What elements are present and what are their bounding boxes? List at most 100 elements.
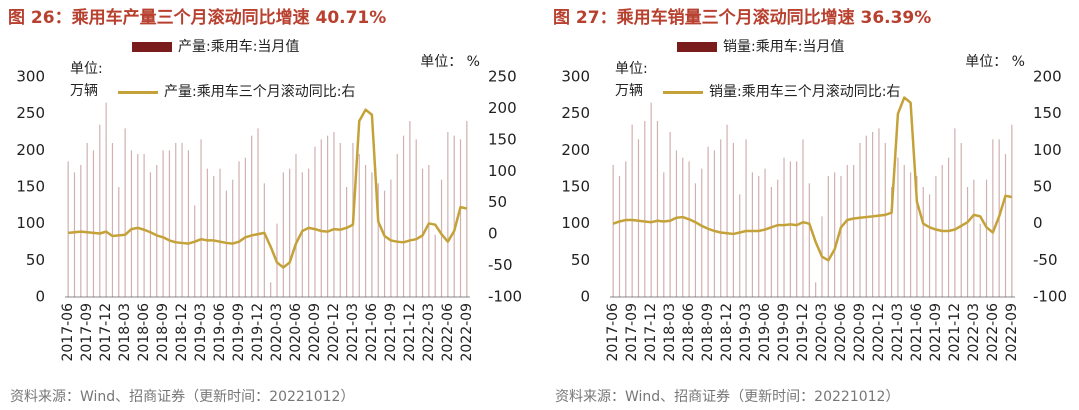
bar — [922, 187, 924, 297]
bar — [377, 183, 379, 297]
bar — [390, 179, 392, 297]
x-tick-label: 2022-03 — [966, 303, 982, 362]
bar — [175, 143, 177, 297]
bar — [859, 143, 861, 297]
bar — [137, 154, 139, 297]
bar — [897, 157, 899, 297]
x-tick-label: 2020-12 — [871, 303, 887, 362]
bar — [270, 282, 272, 297]
y2-tick-label: -100 — [1033, 288, 1067, 306]
x-tick-label: 2018-09 — [155, 303, 171, 362]
bar — [815, 282, 817, 297]
bar — [637, 139, 640, 297]
bar — [960, 143, 962, 297]
bar — [308, 168, 310, 297]
bar — [118, 187, 120, 297]
y-tick-label: 150 — [561, 178, 590, 196]
y-tick-label: 0 — [580, 288, 590, 306]
legend-swatch — [118, 90, 158, 94]
bar — [396, 154, 398, 297]
bar — [200, 139, 202, 297]
y-tick-label: 100 — [16, 214, 45, 232]
bar — [168, 150, 171, 297]
bar — [440, 179, 443, 297]
x-tick-label: 2019-09 — [776, 303, 792, 362]
bar — [181, 143, 183, 297]
bar — [67, 161, 69, 297]
y2-tick-label: 250 — [488, 68, 517, 86]
bar — [631, 124, 633, 298]
bar — [720, 139, 722, 297]
legend-item: 产量:乘用车三个月滚动同比:右 — [118, 81, 368, 103]
bar — [314, 146, 316, 297]
bar — [751, 172, 753, 297]
bar — [409, 121, 411, 297]
y-tick-label: 50 — [26, 251, 45, 269]
legend-swatch — [132, 42, 172, 52]
bar — [713, 150, 716, 297]
bar — [783, 157, 785, 297]
y2-label: 单位： % — [420, 54, 480, 70]
bar — [796, 161, 798, 297]
bar — [415, 139, 417, 297]
y2-tick-label: -50 — [488, 256, 513, 274]
x-tick-label: 2021-09 — [928, 303, 944, 362]
bar — [295, 154, 297, 297]
y-tick-label: 250 — [16, 104, 45, 122]
bar — [701, 168, 703, 297]
bar — [808, 183, 810, 297]
y2-tick-label: 0 — [488, 225, 498, 243]
bar — [979, 223, 981, 297]
bar — [853, 165, 855, 297]
source: 资料来源：Wind、招商证券（更新时间：20221012） — [555, 389, 899, 405]
x-tick-label: 2018-06 — [681, 303, 697, 362]
bar — [663, 172, 665, 297]
x-tick-label: 2019-06 — [757, 303, 773, 362]
y-tick-label: 50 — [571, 251, 590, 269]
bar — [162, 150, 164, 297]
bar — [840, 176, 842, 297]
x-tick-label: 2017-12 — [98, 303, 114, 362]
bar — [770, 187, 772, 297]
y-tick-label: 150 — [16, 178, 45, 196]
bar — [111, 143, 114, 297]
bar — [149, 172, 152, 297]
bar — [257, 128, 259, 297]
bar — [289, 168, 291, 297]
x-tick-label: 2018-06 — [136, 303, 152, 362]
bar — [669, 132, 671, 297]
bar — [156, 165, 158, 297]
x-tick-label: 2021-06 — [364, 303, 380, 362]
x-tick-label: 2018-12 — [719, 303, 735, 362]
bar — [688, 161, 690, 297]
bar — [891, 187, 893, 297]
legend-label: 产量:乘用车:当月值 — [178, 39, 300, 55]
y-tick-label: 300 — [16, 68, 45, 86]
bar — [263, 183, 265, 297]
x-tick-label: 2018-03 — [662, 303, 678, 362]
y2-tick-label: -50 — [1033, 251, 1058, 269]
y2-tick-label: 200 — [1033, 68, 1062, 86]
bar — [846, 165, 848, 297]
bar — [947, 157, 950, 297]
bar — [447, 132, 449, 297]
x-tick-label: 2022-09 — [459, 303, 475, 362]
x-tick-label: 2021-12 — [402, 303, 418, 362]
bar — [916, 176, 918, 297]
bar — [935, 176, 937, 297]
bar — [238, 161, 240, 297]
bar — [625, 161, 627, 297]
x-tick-label: 2021-12 — [947, 303, 963, 362]
x-tick-label: 2018-09 — [700, 303, 716, 362]
x-tick-label: 2021-06 — [909, 303, 925, 362]
bar — [466, 121, 468, 297]
bar — [244, 157, 246, 297]
bar — [124, 128, 126, 297]
bar — [92, 150, 95, 297]
bar — [73, 172, 76, 297]
legend-item: 产量:乘用车:当月值 — [132, 36, 299, 58]
legend-swatch — [677, 42, 717, 52]
bar — [758, 176, 760, 297]
bar — [105, 102, 107, 298]
x-tick-label: 2020-09 — [852, 303, 868, 362]
